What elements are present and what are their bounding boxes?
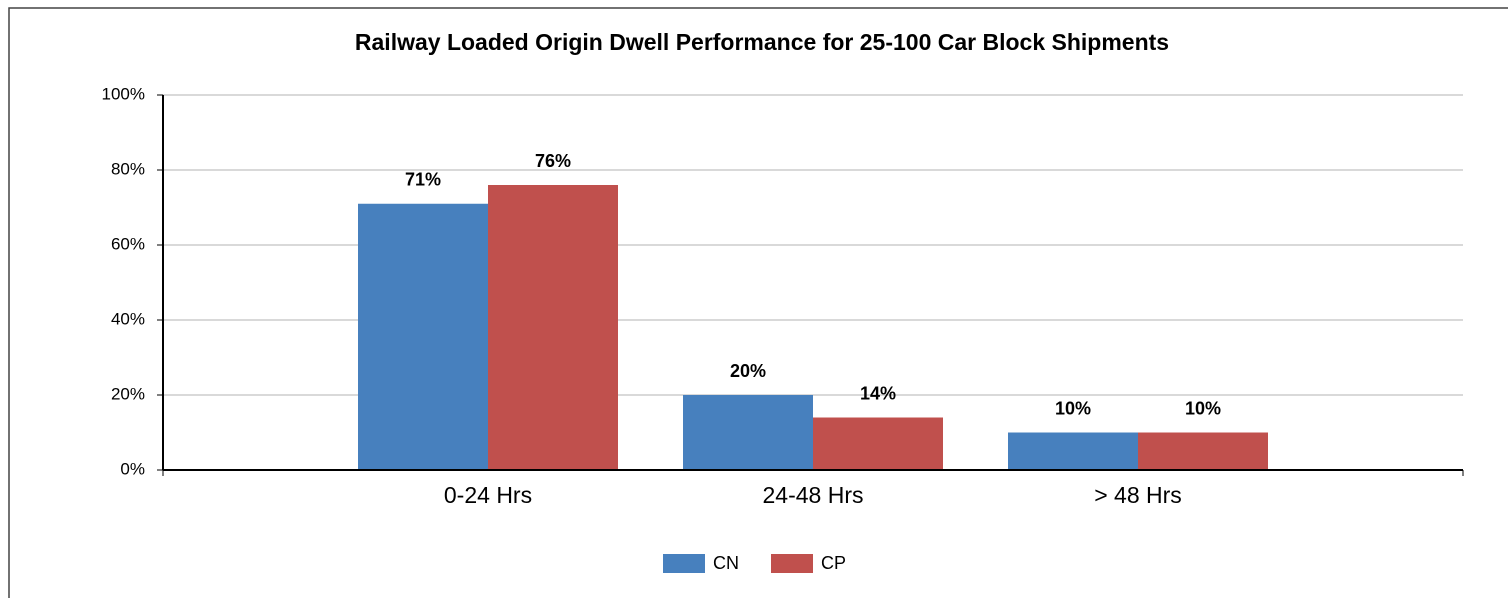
y-tick-label: 0% — [120, 459, 145, 478]
legend-label: CP — [821, 553, 846, 573]
y-tick-label: 40% — [111, 309, 145, 328]
data-label: 71% — [405, 170, 441, 190]
x-tick-label: > 48 Hrs — [1094, 482, 1182, 508]
legend-swatch — [663, 554, 705, 573]
x-tick-label: 0-24 Hrs — [444, 482, 532, 508]
data-label: 14% — [860, 383, 896, 403]
y-tick-label: 20% — [111, 384, 145, 403]
bar — [1138, 432, 1268, 470]
data-label: 20% — [730, 361, 766, 381]
bar — [813, 417, 943, 470]
bar — [358, 203, 488, 470]
data-label: 10% — [1055, 398, 1091, 418]
bar — [1008, 432, 1138, 470]
bar — [488, 185, 618, 470]
y-tick-label: 80% — [111, 159, 145, 178]
y-tick-label: 60% — [111, 234, 145, 253]
data-label: 10% — [1185, 398, 1221, 418]
bar — [683, 395, 813, 470]
y-tick-label: 100% — [102, 84, 145, 103]
chart-border — [8, 7, 1508, 598]
data-label: 76% — [535, 151, 571, 171]
chart-title: Railway Loaded Origin Dwell Performance … — [355, 29, 1169, 55]
legend-swatch — [771, 554, 813, 573]
x-tick-label: 24-48 Hrs — [763, 482, 864, 508]
legend-label: CN — [713, 553, 739, 573]
